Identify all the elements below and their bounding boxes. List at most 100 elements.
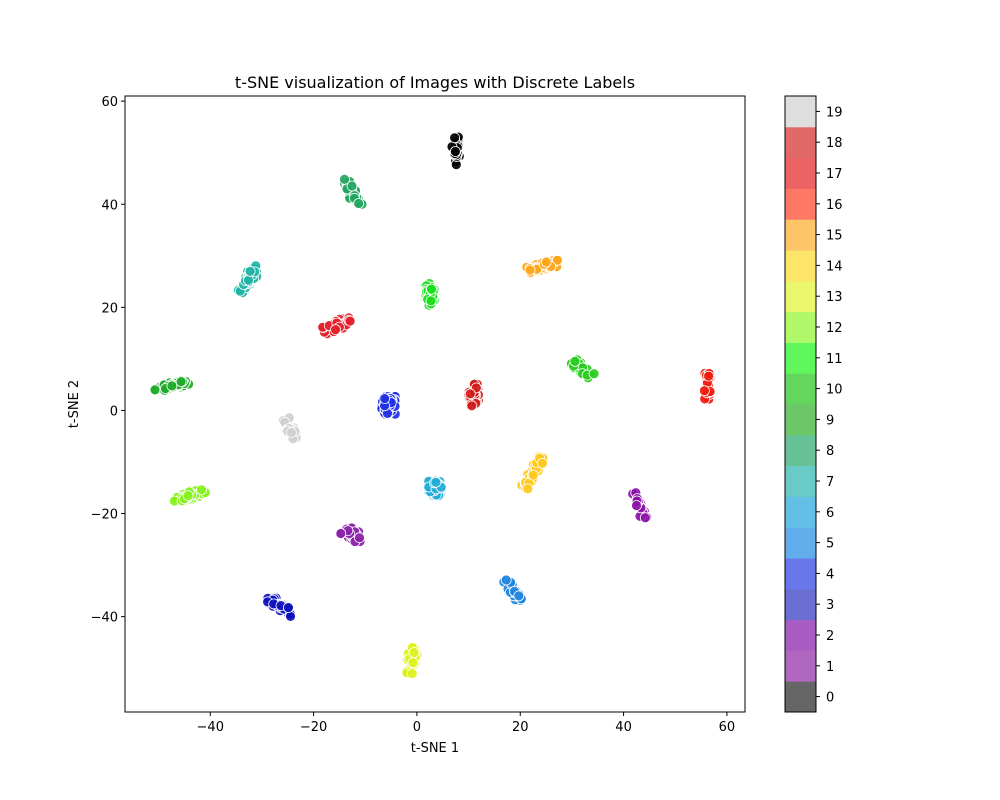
cluster-blue	[376, 391, 401, 420]
y-tick-label: 20	[101, 301, 118, 316]
scatter-point	[196, 484, 207, 496]
cluster-orange	[521, 254, 563, 279]
colorbar-segment	[785, 250, 816, 282]
scatter-point	[552, 254, 563, 266]
cluster-teal-green	[338, 173, 368, 210]
colorbar-tick-label: 18	[826, 136, 843, 151]
scatter-point	[449, 132, 461, 144]
scatter-point	[379, 393, 391, 405]
colorbar-tick-label: 6	[826, 506, 834, 521]
y-tick-label: 0	[110, 404, 118, 419]
x-tick-label: 0	[413, 720, 421, 735]
scatter-point	[285, 427, 297, 438]
scatter-point	[537, 457, 548, 469]
scatter-point	[344, 315, 356, 327]
plot-frame	[124, 95, 746, 713]
colorbar-segment	[785, 496, 816, 528]
scatter-point	[500, 574, 512, 586]
scatter-point	[569, 355, 581, 367]
colorbar-segment	[785, 434, 816, 467]
scatter-points	[149, 131, 716, 679]
y-tick-label: −20	[91, 508, 118, 523]
colorbar-frame	[784, 95, 817, 713]
scatter-point	[166, 380, 178, 392]
scatter-point	[464, 388, 476, 400]
cluster-green	[566, 354, 600, 384]
scatter-point	[182, 490, 194, 502]
cluster-dark-red	[463, 378, 484, 412]
cluster-light-gray	[277, 412, 302, 445]
scatter-point	[639, 512, 651, 524]
colorbar-segment	[785, 650, 816, 682]
colorbar-segment	[785, 342, 816, 374]
scatter-point	[588, 368, 600, 380]
x-axis-ticks: −40 −20 0 20 40 60	[197, 712, 736, 735]
scatter-point	[527, 469, 539, 481]
colorbar-segment	[785, 619, 816, 651]
colorbar-segment	[785, 558, 816, 590]
x-tick-label: −20	[300, 720, 327, 735]
colorbar-segment	[785, 588, 816, 621]
y-tick-label: 40	[101, 198, 118, 213]
cluster-sky-blue	[423, 475, 447, 501]
x-tick-label: 20	[512, 720, 529, 735]
colorbar-tick-label: 16	[826, 198, 843, 213]
cluster-teal	[232, 260, 263, 299]
scatter-point	[285, 611, 296, 622]
scatter-point	[466, 400, 478, 412]
scatter-point	[425, 295, 437, 307]
colorbar-tick-label: 0	[826, 691, 834, 706]
cluster-red-orange	[699, 367, 716, 405]
scatter-point	[513, 590, 525, 602]
cluster-bright-green	[420, 278, 440, 311]
colorbar-segment	[785, 188, 816, 220]
cluster-red	[317, 312, 356, 340]
cluster-yellow	[516, 450, 549, 495]
colorbar-tick-label: 2	[826, 629, 834, 644]
colorbar-tick-label: 10	[826, 383, 843, 398]
scatter-point	[408, 647, 420, 658]
y-axis-label: t-SNE 2	[67, 380, 82, 428]
scatter-point	[703, 370, 714, 382]
cluster-violet	[627, 487, 652, 524]
scatter-point	[243, 274, 254, 286]
colorbar-tick-label: 9	[826, 413, 834, 428]
scatter-point	[522, 483, 534, 495]
x-tick-label: −40	[197, 720, 224, 735]
colorbar-segment	[785, 527, 816, 559]
cluster-yellow-green	[401, 642, 423, 679]
x-tick-label: 60	[719, 720, 736, 735]
colorbar-segment	[785, 219, 816, 251]
scatter-point	[354, 532, 365, 544]
colorbar-tick-label: 8	[826, 444, 834, 459]
colorbar-tick-label: 19	[826, 105, 843, 120]
y-tick-label: −40	[91, 611, 118, 626]
colorbar-segment	[785, 373, 816, 405]
scatter-point	[346, 180, 358, 192]
scatter-point	[426, 283, 437, 295]
colorbar-segment	[785, 96, 816, 128]
scatter-point	[406, 668, 418, 679]
colorbar-tick-label: 5	[826, 537, 834, 552]
colorbar-segment	[785, 157, 816, 189]
cluster-purple	[335, 522, 366, 547]
colorbar-segment	[785, 404, 816, 436]
colorbar-tick-label: 11	[826, 352, 843, 367]
scatter-point	[430, 476, 442, 488]
colorbar-segment	[785, 681, 816, 713]
x-tick-label: 40	[615, 720, 632, 735]
colorbar-tick-label: 15	[826, 229, 843, 244]
cluster-black	[446, 131, 465, 171]
cluster-navy	[262, 592, 296, 622]
scatter-point	[631, 500, 642, 511]
chart-title: t-SNE visualization of Images with Discr…	[235, 73, 635, 92]
scatter-point	[449, 146, 461, 157]
colorbar-tick-label: 3	[826, 598, 834, 613]
scatter-point	[282, 602, 294, 613]
colorbar-tick-label: 12	[826, 321, 843, 336]
x-axis-label: t-SNE 1	[411, 741, 459, 756]
cluster-forest-green	[149, 375, 195, 396]
colorbar-segment	[785, 465, 816, 497]
